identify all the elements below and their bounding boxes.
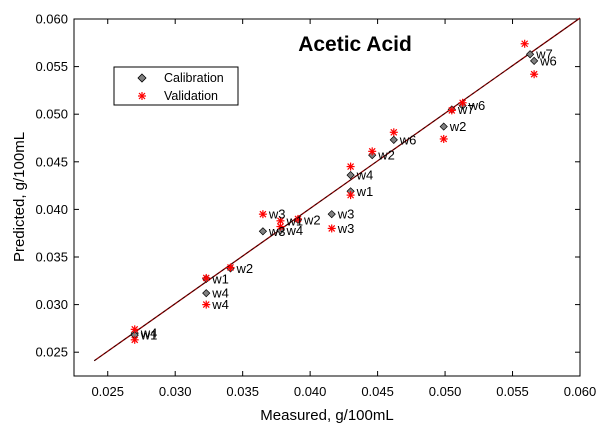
validation-point-stroke bbox=[328, 225, 336, 232]
calibration-point bbox=[525, 50, 535, 59]
validation-point bbox=[346, 191, 355, 200]
x-tick-label: 0.050 bbox=[429, 384, 462, 399]
legend-calibration-marker bbox=[137, 73, 147, 83]
validation-point-stroke bbox=[448, 106, 456, 114]
validation-point bbox=[439, 134, 448, 143]
calibration-point bbox=[346, 171, 355, 180]
validation-point bbox=[226, 263, 235, 272]
validation-point bbox=[368, 147, 377, 156]
x-tick-label: 0.030 bbox=[159, 384, 192, 399]
point-label: w1 bbox=[285, 213, 303, 228]
validation-point bbox=[389, 128, 398, 137]
validation-point-stroke bbox=[202, 274, 210, 282]
y-tick-label: 0.025 bbox=[35, 345, 68, 360]
legend-calibration-label: Calibration bbox=[164, 71, 224, 85]
validation-point-stroke bbox=[530, 70, 538, 78]
validation-point-stroke bbox=[259, 210, 267, 218]
point-label: w1 bbox=[140, 328, 158, 343]
legend-validation-marker bbox=[138, 92, 146, 100]
validation-point-stroke bbox=[521, 40, 529, 48]
validation-point-stroke bbox=[440, 135, 448, 143]
point-label: w4 bbox=[285, 223, 303, 238]
point-label: w6 bbox=[539, 53, 557, 68]
validation-point-stroke bbox=[131, 336, 139, 344]
validation-point bbox=[346, 162, 355, 171]
legend-box bbox=[113, 66, 239, 106]
y-tick-label: 0.045 bbox=[35, 154, 68, 169]
legend: Calibration Validation bbox=[113, 66, 239, 106]
point-label: w6 bbox=[468, 98, 486, 113]
point-label: w4 bbox=[140, 326, 158, 341]
validation-point bbox=[520, 39, 529, 48]
identity-line bbox=[93, 17, 581, 362]
point-label: w3 bbox=[268, 207, 286, 222]
validation-point-stroke bbox=[368, 147, 376, 155]
point-label: w2 bbox=[449, 119, 467, 134]
calibration-point bbox=[258, 227, 268, 236]
x-tick-label: 0.055 bbox=[496, 384, 529, 399]
chart-title: Acetic Acid bbox=[298, 33, 412, 56]
point-label: w3 bbox=[337, 207, 355, 222]
validation-point bbox=[530, 70, 539, 79]
validation-point bbox=[202, 300, 211, 309]
validation-point-stroke bbox=[294, 215, 302, 223]
calibration-point bbox=[439, 122, 448, 131]
calibration-point bbox=[389, 135, 398, 144]
x-tick-label: 0.045 bbox=[361, 384, 394, 399]
point-label: w2 bbox=[236, 261, 254, 276]
calibration-point bbox=[327, 210, 336, 219]
calibration-point bbox=[202, 289, 211, 298]
validation-point bbox=[293, 214, 302, 223]
validation-point bbox=[447, 106, 456, 115]
validation-point bbox=[276, 216, 285, 225]
validation-point bbox=[202, 273, 211, 282]
point-label: w4 bbox=[211, 297, 229, 312]
validation-point-stroke bbox=[277, 217, 284, 225]
point-label: w7 bbox=[457, 102, 475, 117]
validation-point bbox=[276, 222, 285, 231]
validation-point bbox=[130, 325, 139, 334]
axis-ticks: 0.025 0.030 0.035 0.040 0.045 0.050 0.055 0.060… bbox=[35, 12, 596, 400]
validation-point-stroke bbox=[459, 99, 467, 107]
validation-point bbox=[327, 224, 336, 233]
validation-point bbox=[258, 210, 267, 219]
x-tick-label: 0.060 bbox=[564, 384, 597, 399]
validation-point-stroke bbox=[131, 325, 139, 333]
point-label: w4 bbox=[356, 168, 374, 183]
validation-point-stroke bbox=[347, 191, 355, 199]
point-label: w2 bbox=[303, 212, 321, 227]
x-tick-label: 0.035 bbox=[226, 384, 259, 399]
validation-point bbox=[130, 335, 139, 344]
y-axis-label: Predicted, g/100mL bbox=[11, 132, 28, 262]
x-tick-label: 0.025 bbox=[91, 384, 124, 399]
y-tick-label: 0.050 bbox=[35, 107, 68, 122]
point-label: w4 bbox=[211, 286, 229, 301]
validation-point-stroke bbox=[277, 223, 284, 230]
point-label: w1 bbox=[356, 184, 374, 199]
point-label: w3 bbox=[268, 224, 286, 239]
validation-point-stroke bbox=[390, 128, 398, 136]
point-label: w1 bbox=[211, 271, 229, 286]
identity-line-group bbox=[93, 17, 581, 362]
x-axis-label: Measured, g/100mL bbox=[260, 407, 393, 424]
point-label: w7 bbox=[535, 47, 553, 62]
data-points bbox=[130, 39, 539, 344]
calibration-point bbox=[530, 56, 539, 65]
point-label: w3 bbox=[337, 221, 355, 236]
validation-point-stroke bbox=[202, 301, 210, 309]
y-tick-label: 0.040 bbox=[35, 202, 68, 217]
y-tick-label: 0.055 bbox=[35, 59, 68, 74]
point-label: w2 bbox=[377, 148, 395, 163]
validation-point-stroke bbox=[347, 163, 355, 170]
y-tick-label: 0.035 bbox=[35, 250, 68, 265]
point-label: w6 bbox=[399, 132, 417, 147]
validation-point-stroke bbox=[227, 264, 234, 271]
legend-validation-label: Validation bbox=[164, 89, 218, 103]
y-tick-label: 0.060 bbox=[35, 12, 68, 27]
y-tick-label: 0.030 bbox=[35, 297, 68, 312]
validation-point bbox=[458, 98, 467, 107]
x-tick-label: 0.040 bbox=[294, 384, 327, 399]
